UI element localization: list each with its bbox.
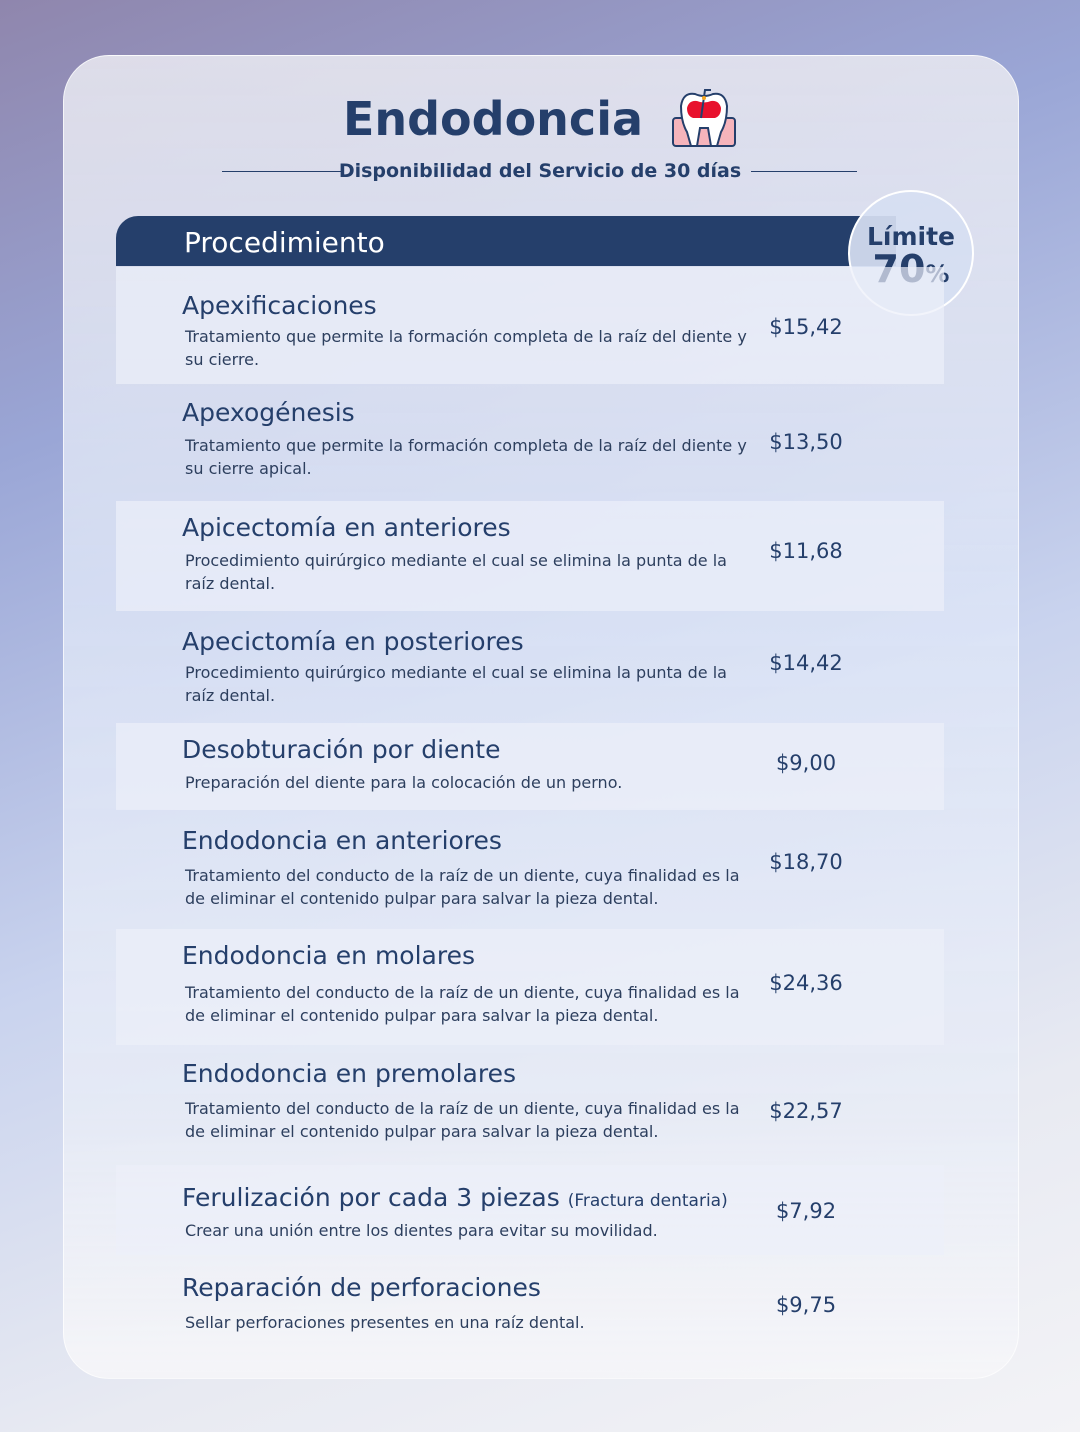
procedure-price: $13,50 <box>769 430 843 454</box>
title-text: Endodoncia <box>342 92 644 146</box>
divider-left <box>222 171 344 172</box>
procedure-title: Reparación de perforaciones <box>182 1273 541 1302</box>
procedure-title: Apecictomía en posteriores <box>182 627 524 656</box>
procedure-name: Endodoncia en premolares <box>182 1059 516 1088</box>
procedure-price: $18,70 <box>769 850 843 874</box>
table-row: Apecictomía en posteriores Procedimiento… <box>116 611 944 723</box>
procedure-name: Ferulización por cada 3 piezas (Fractura… <box>182 1183 728 1212</box>
tooth-icon <box>672 89 737 147</box>
header-label: Procedimiento <box>184 226 385 259</box>
procedure-name: Apecictomía en posteriores <box>182 627 524 656</box>
table-row: Endodoncia en molares Tratamiento del co… <box>116 929 944 1045</box>
procedure-title: Endodoncia en anteriores <box>182 826 502 855</box>
procedure-price: $11,68 <box>769 539 843 563</box>
page-title: Endodoncia <box>0 88 1080 150</box>
procedure-price: $7,92 <box>775 1199 837 1223</box>
procedure-price: $15,42 <box>769 315 843 339</box>
procedure-title: Endodoncia en molares <box>182 941 475 970</box>
table-row: Desobturación por diente Preparación del… <box>116 723 944 810</box>
procedure-title: Ferulización por cada 3 piezas <box>182 1183 560 1212</box>
procedure-description: Procedimiento quirúrgico mediante el cua… <box>185 663 727 705</box>
procedure-description: Sellar perforaciones presentes en una ra… <box>185 1313 585 1332</box>
procedure-name: Reparación de perforaciones <box>182 1273 541 1302</box>
procedure-price: $22,57 <box>769 1099 843 1123</box>
procedure-price: $9,00 <box>775 751 837 775</box>
procedure-price: $9,75 <box>775 1293 837 1317</box>
procedure-price: $24,36 <box>769 971 843 995</box>
procedure-title: Apexogénesis <box>182 398 355 427</box>
table-row: Endodoncia en premolares Tratamiento del… <box>116 1045 944 1165</box>
procedure-description: Procedimiento quirúrgico mediante el cua… <box>185 551 727 593</box>
procedure-title: Desobturación por diente <box>182 735 501 764</box>
table-row: Endodoncia en anteriores Tratamiento del… <box>116 810 944 929</box>
procedure-name: Desobturación por diente <box>182 735 500 764</box>
table-row: Ferulización por cada 3 piezas (Fractura… <box>116 1165 944 1255</box>
procedure-name: Apexificaciones <box>182 291 377 320</box>
divider-right <box>751 171 857 172</box>
procedure-note: (Fractura dentaria) <box>567 1191 728 1211</box>
procedure-description: Tratamiento del conducto de la raíz de u… <box>185 983 740 1025</box>
table-row: Apexogénesis Tratamiento que permite la … <box>116 384 944 501</box>
procedure-description: Tratamiento del conducto de la raíz de u… <box>185 866 740 908</box>
procedure-title: Endodoncia en premolares <box>182 1059 516 1088</box>
subtitle: Disponibilidad del Servicio de 30 días <box>338 160 742 182</box>
procedure-description: Crear una unión entre los dientes para e… <box>185 1221 658 1240</box>
procedure-title: Apicectomía en anteriores <box>182 513 511 542</box>
procedure-description: Tratamiento del conducto de la raíz de u… <box>185 1099 740 1141</box>
procedure-description: Tratamiento que permite la formación com… <box>185 436 747 478</box>
procedure-name: Apicectomía en anteriores <box>182 513 511 542</box>
procedure-description: Preparación del diente para la colocació… <box>185 773 623 792</box>
limit-label: Límite <box>866 222 956 251</box>
procedure-name: Apexogénesis <box>182 398 355 427</box>
table-header: Procedimiento <box>116 216 896 266</box>
procedure-description: Tratamiento que permite la formación com… <box>185 327 747 369</box>
table-row: Apexificaciones Tratamiento que permite … <box>116 267 944 384</box>
procedure-name: Endodoncia en molares <box>182 941 475 970</box>
procedure-price: $14,42 <box>769 651 843 675</box>
table-row: Apicectomía en anteriores Procedimiento … <box>116 501 944 611</box>
procedure-name: Endodoncia en anteriores <box>182 826 502 855</box>
procedure-title: Apexificaciones <box>182 291 377 320</box>
table-row: Reparación de perforaciones Sellar perfo… <box>116 1255 944 1350</box>
